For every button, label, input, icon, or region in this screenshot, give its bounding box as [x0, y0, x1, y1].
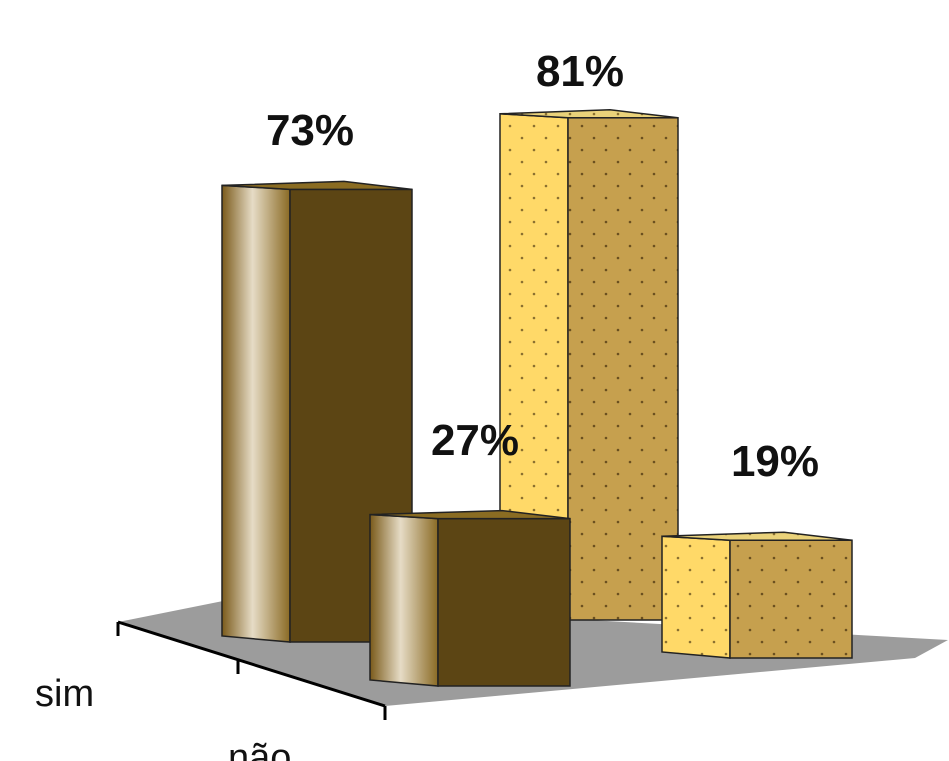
data-label-sim-series2: 81% — [536, 47, 624, 96]
bar-side-face — [369, 513, 439, 687]
bars-group — [221, 109, 853, 687]
data-label-nao-series1: 27% — [431, 416, 519, 465]
bar-top-face — [369, 509, 571, 520]
bar — [437, 517, 571, 687]
bar — [729, 539, 853, 659]
category-label-nao: não — [228, 737, 291, 761]
category-axis — [116, 620, 387, 720]
data-label-nao-series2: 19% — [731, 437, 819, 486]
data-label-sim-series1: 73% — [266, 106, 354, 155]
category-label-sim: sim — [35, 673, 94, 715]
bar — [567, 117, 679, 621]
bar-top-face — [661, 531, 853, 541]
bar-side-face — [661, 535, 731, 659]
bar-side-face — [221, 184, 291, 643]
bar-top-face — [221, 180, 413, 191]
bar-top-face — [499, 109, 679, 119]
